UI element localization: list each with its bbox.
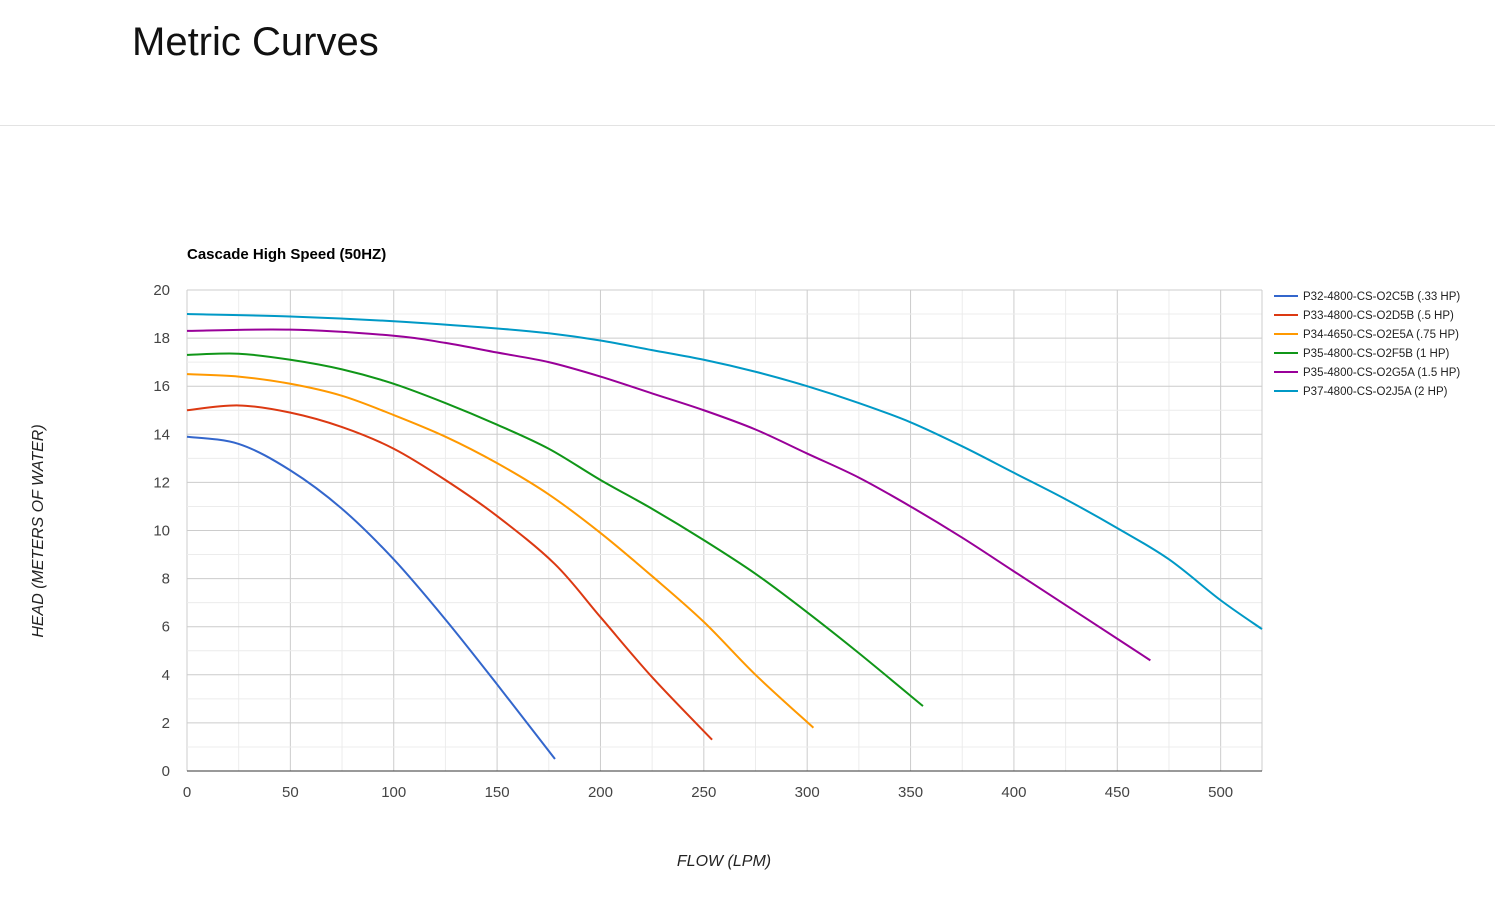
y-tick-label: 4 (162, 667, 170, 684)
legend-label: P35-4800-CS-O2F5B (1 HP) (1303, 348, 1450, 360)
series-line (186, 313, 1263, 630)
x-tick-label: 400 (1001, 784, 1026, 801)
y-tick-label: 8 (162, 571, 170, 588)
series-line (186, 373, 815, 729)
header-divider (0, 125, 1495, 126)
series-line (186, 328, 1151, 662)
y-tick-label: 2 (162, 715, 170, 732)
legend-label: P33-4800-CS-O2D5B (.5 HP) (1303, 310, 1454, 322)
series-line (186, 352, 924, 707)
legend-label: P32-4800-CS-O2C5B (.33 HP) (1303, 291, 1460, 303)
x-tick-label: 200 (588, 784, 613, 801)
y-tick-label: 18 (153, 330, 170, 347)
x-tick-label: 300 (795, 784, 820, 801)
x-tick-label: 250 (691, 784, 716, 801)
x-axis-title: FLOW (LPM) (677, 853, 771, 870)
y-tick-label: 14 (153, 426, 170, 443)
chart-title: Cascade High Speed (50HZ) (187, 246, 386, 263)
y-axis-title: HEAD (METERS OF WATER) (30, 424, 47, 637)
x-tick-label: 50 (282, 784, 299, 801)
series-line (186, 404, 713, 741)
y-tick-label: 16 (153, 378, 170, 395)
x-tick-label: 100 (381, 784, 406, 801)
y-tick-label: 10 (153, 523, 170, 540)
y-tick-label: 0 (162, 763, 170, 780)
legend-label: P35-4800-CS-O2G5A (1.5 HP) (1303, 367, 1460, 379)
x-tick-label: 450 (1105, 784, 1130, 801)
x-tick-label: 0 (183, 784, 191, 801)
legend-label: P34-4650-CS-O2E5A (.75 HP) (1303, 329, 1459, 341)
page-title: Metric Curves (132, 20, 379, 64)
x-tick-label: 500 (1208, 784, 1233, 801)
y-tick-label: 12 (153, 474, 170, 491)
x-tick-label: 150 (485, 784, 510, 801)
y-tick-label: 20 (153, 282, 170, 299)
legend-label: P37-4800-CS-O2J5A (2 HP) (1303, 386, 1448, 398)
x-tick-label: 350 (898, 784, 923, 801)
series-line (186, 435, 556, 760)
y-tick-label: 6 (162, 619, 170, 636)
